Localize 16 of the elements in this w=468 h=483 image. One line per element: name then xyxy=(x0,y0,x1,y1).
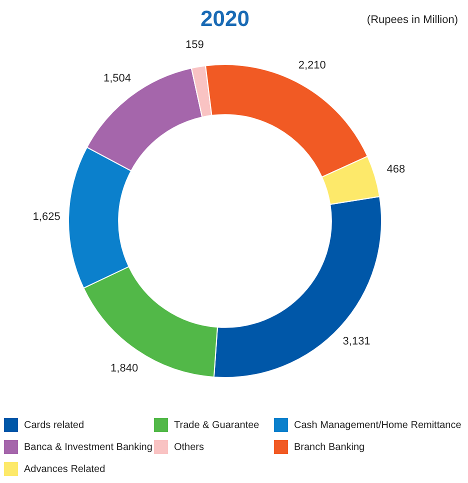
data-label: 468 xyxy=(386,164,406,176)
legend-label: Advances Related xyxy=(24,464,106,474)
chart-title: 2020 xyxy=(200,6,250,31)
legend-label: Banca & Investment Banking xyxy=(24,442,152,452)
data-label: 159 xyxy=(186,39,204,52)
data-label: 1,504 xyxy=(103,72,132,85)
data-label: 1,840 xyxy=(110,362,138,374)
legend-label: Cards related xyxy=(24,420,84,430)
data-label: 2,210 xyxy=(298,59,326,72)
legend-label: Cash Management/Home Remittance xyxy=(294,420,462,430)
legend-label: Others xyxy=(174,442,204,452)
legend-label: Branch Banking xyxy=(294,442,365,452)
chart-subtitle: (Rupees in Million) xyxy=(366,14,458,26)
data-label: 1,625 xyxy=(32,210,60,223)
legend-label: Trade & Guarantee xyxy=(174,420,260,430)
data-label: 3,131 xyxy=(342,336,370,348)
